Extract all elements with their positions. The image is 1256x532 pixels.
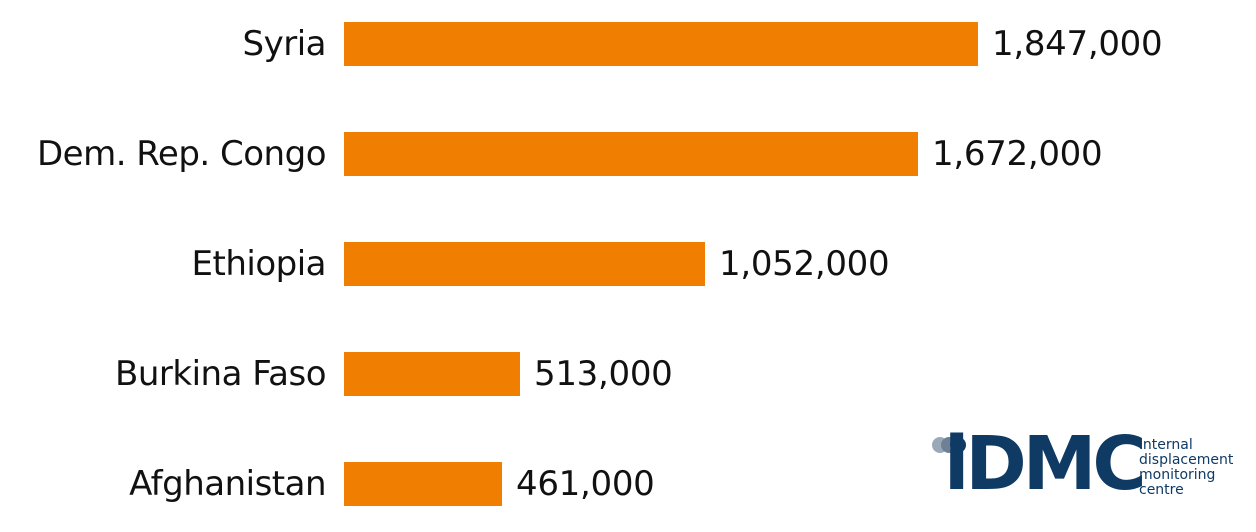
logo-tagline: internal displacement monitoring centre bbox=[1139, 438, 1233, 498]
bar-row-dem-rep-congo: Dem. Rep. Congo 1,672,000 bbox=[0, 132, 1256, 176]
bar-row-ethiopia: Ethiopia 1,052,000 bbox=[0, 242, 1256, 286]
bar bbox=[344, 352, 520, 396]
idmc-logo: iDMC internal displacement monitoring ce… bbox=[932, 424, 1252, 510]
bar bbox=[344, 132, 918, 176]
category-label: Dem. Rep. Congo bbox=[36, 134, 327, 174]
bar bbox=[344, 242, 705, 286]
value-label: 513,000 bbox=[534, 354, 673, 394]
tagline-line: monitoring bbox=[1139, 467, 1216, 483]
category-label: Burkina Faso bbox=[115, 354, 326, 394]
logo-mark: iDMC bbox=[944, 421, 1147, 507]
bar-row-burkina-faso: Burkina Faso 513,000 bbox=[0, 352, 1256, 396]
category-label: Syria bbox=[242, 24, 327, 64]
bar-row-afghanistan: Afghanistan 461,000 bbox=[0, 462, 1256, 506]
bar-row-syria: Syria 1,847,000 bbox=[0, 22, 1256, 66]
tagline-line: displacement bbox=[1139, 452, 1234, 468]
value-label: 1,672,000 bbox=[932, 134, 1103, 174]
logo-dots-icon bbox=[932, 437, 982, 453]
category-label: Ethiopia bbox=[191, 244, 327, 284]
value-label: 1,847,000 bbox=[992, 24, 1163, 64]
category-label: Afghanistan bbox=[129, 464, 326, 504]
bar bbox=[344, 462, 502, 506]
tagline-line: centre bbox=[1139, 482, 1184, 498]
value-label: 1,052,000 bbox=[719, 244, 890, 284]
tagline-line: internal bbox=[1139, 437, 1193, 453]
bar bbox=[344, 22, 978, 66]
value-label: 461,000 bbox=[516, 464, 655, 504]
